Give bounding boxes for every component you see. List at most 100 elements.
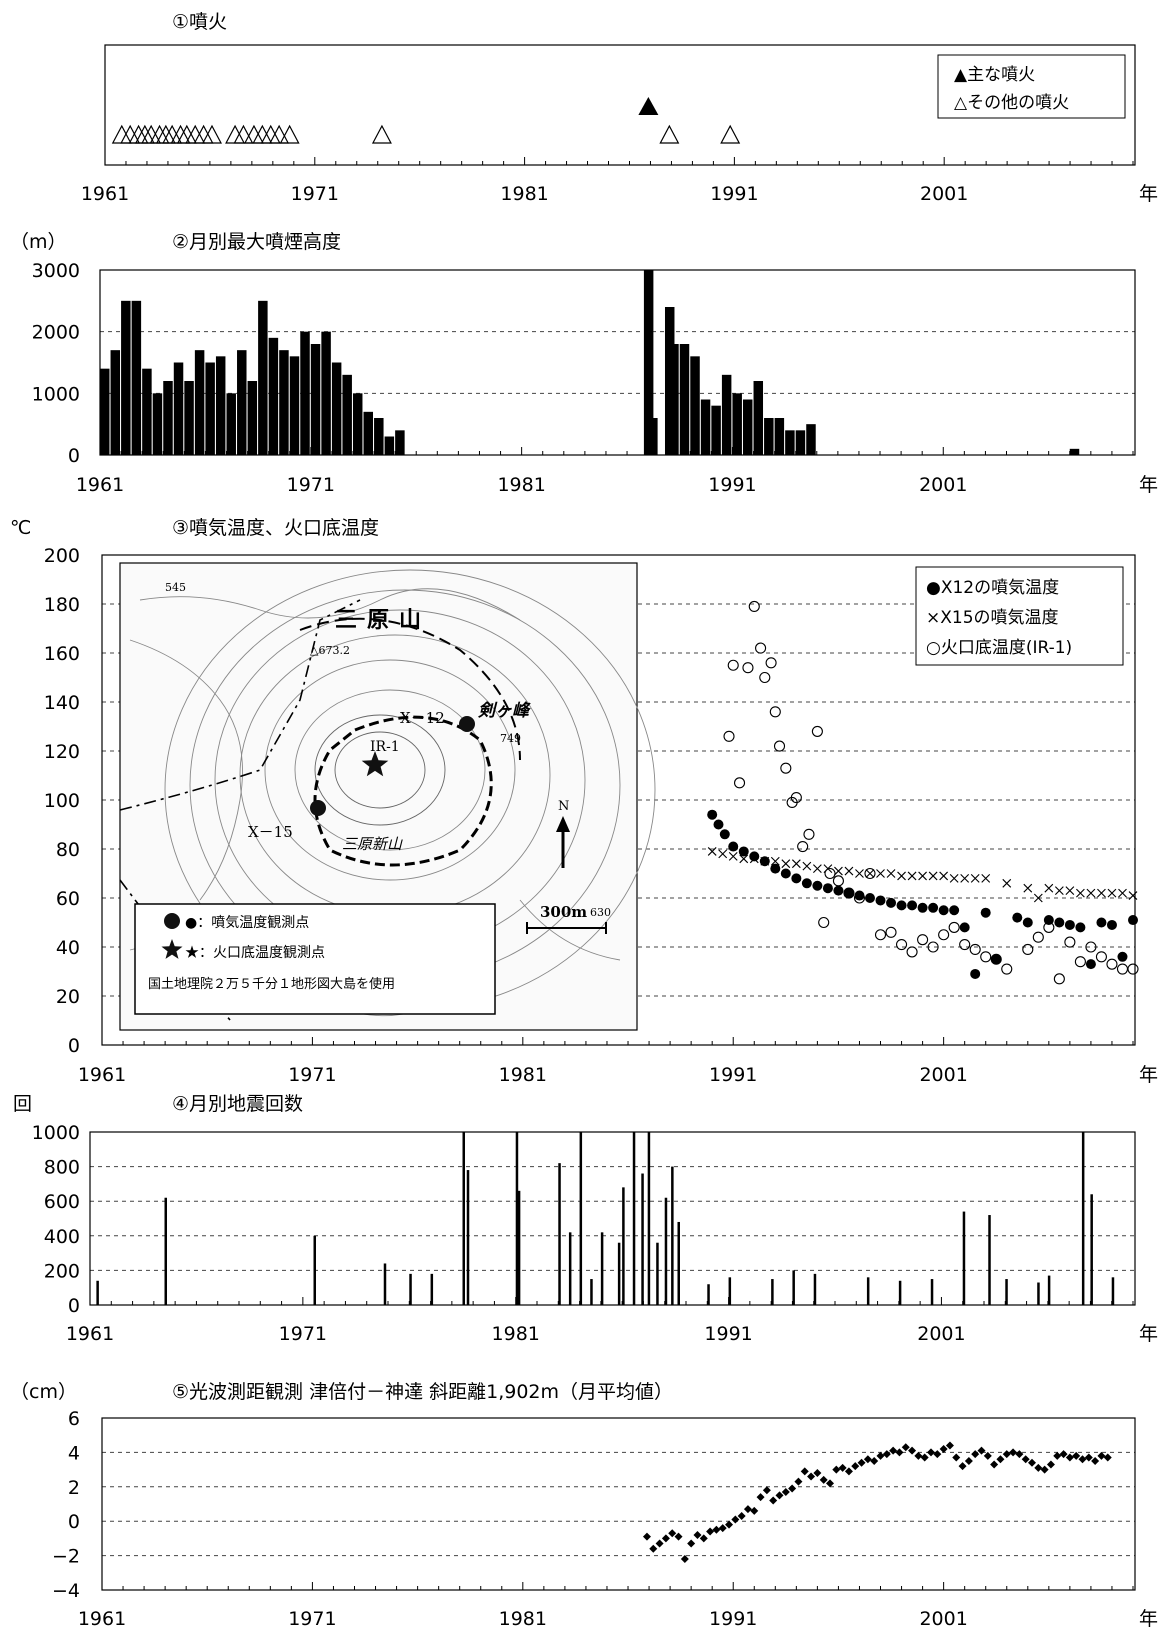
x15-temperature-point xyxy=(781,859,791,869)
ir1-temperature-point xyxy=(874,929,887,941)
edm-point xyxy=(914,1451,923,1460)
plume-y-tick-label: 2000 xyxy=(32,322,80,344)
ir1-star-marker xyxy=(361,751,389,777)
earthquake-bar xyxy=(930,1279,934,1305)
north-label: N xyxy=(558,799,569,814)
earthquakes-grid xyxy=(90,1166,1135,1271)
eruptions-x-tick-label: 1991 xyxy=(710,183,758,205)
earthquake-bar xyxy=(1090,1194,1093,1305)
temperature-y-tick-label: 100 xyxy=(44,790,80,812)
earthquakes-x-tick-label: 1981 xyxy=(492,1323,540,1345)
plume-bar xyxy=(289,356,300,455)
other-eruption-marker xyxy=(233,124,254,144)
edm-point xyxy=(939,1444,948,1453)
plume-bar xyxy=(785,430,795,455)
x15-temperature-point xyxy=(823,864,833,873)
edm-point xyxy=(807,1472,816,1481)
edm-point xyxy=(990,1460,999,1469)
edm-point xyxy=(927,1448,936,1457)
earthquake-bar xyxy=(558,1163,561,1305)
plume-bar xyxy=(237,350,247,455)
other-eruption-marker xyxy=(201,124,222,144)
edm-point xyxy=(908,1446,917,1455)
edm-point xyxy=(680,1555,689,1564)
earthquake-bar xyxy=(590,1279,593,1305)
panel-earthquakes: 回 ④月別地震回数 1000 800 600 400 200 0 1961 1971 1981… xyxy=(13,1093,1158,1345)
edm-point xyxy=(794,1477,803,1486)
earthquake-bar xyxy=(677,1221,680,1305)
edm-point xyxy=(737,1512,746,1521)
plume-x-tick-label: 1961 xyxy=(76,474,124,496)
earthquake-bar xyxy=(866,1277,870,1305)
x15-temperature-point xyxy=(949,874,959,883)
plume-bar xyxy=(1069,448,1080,455)
ir1-temperature-point xyxy=(727,659,739,671)
earthquakes-bars xyxy=(96,1132,1115,1305)
edm-point xyxy=(756,1493,765,1502)
legend-ir1: ○火口底温度(IR-1) xyxy=(926,638,1072,658)
plume-bar xyxy=(205,362,215,455)
x15-temperature-point xyxy=(1107,888,1117,898)
edm-point xyxy=(781,1487,790,1496)
edm-point xyxy=(1065,1453,1074,1462)
earthquake-bar xyxy=(1081,1132,1085,1305)
ir1-temperature-point xyxy=(917,934,929,946)
plume-bar xyxy=(194,350,205,455)
major-eruption-marker xyxy=(638,97,659,115)
x12-temperature-point xyxy=(1085,959,1096,970)
plume-x-tick-label: 2001 xyxy=(919,474,967,496)
other-eruption-marker xyxy=(720,124,741,144)
ir1-temperature-point xyxy=(733,777,746,789)
x15-temperature-point xyxy=(1128,891,1138,900)
edm-point xyxy=(1103,1453,1112,1462)
plume-bar xyxy=(753,381,764,455)
crater-rim xyxy=(313,715,493,867)
plume-bar xyxy=(300,331,310,455)
eruptions-x-tick-label: 1961 xyxy=(81,183,129,205)
plume-bar xyxy=(247,381,258,455)
plume-x-unit: 年 xyxy=(1139,474,1158,496)
earthquakes-x-tick-label: 1991 xyxy=(704,1323,752,1345)
x12-temperature-point xyxy=(907,900,918,911)
x12-temperature-point xyxy=(854,890,865,901)
earthquakes-y-tick-label: 1000 xyxy=(32,1122,80,1144)
x12-temperature-point xyxy=(864,893,875,903)
earthquakes-unit: 回 xyxy=(13,1093,32,1115)
x15-temperature-point xyxy=(812,864,822,873)
edm-point xyxy=(857,1458,866,1467)
map-label-mihara: 三原山 xyxy=(335,607,431,633)
eruptions-frame xyxy=(104,44,1136,166)
earthquakes-y-tick-label: 200 xyxy=(44,1260,80,1282)
edm-x-tick-label: 1961 xyxy=(78,1608,126,1630)
edm-point xyxy=(901,1443,910,1452)
x15-temperature-point xyxy=(1065,886,1075,896)
earthquake-bar xyxy=(579,1132,583,1305)
map-label-ir1: IR-1 xyxy=(370,739,400,755)
edm-point xyxy=(725,1520,734,1529)
plume-bar xyxy=(100,368,110,455)
ir1-temperature-point xyxy=(938,929,950,941)
x12-temperature-point xyxy=(970,968,981,979)
other-eruption-marker xyxy=(371,124,392,144)
caldera-line xyxy=(299,617,521,761)
edm-point xyxy=(958,1462,967,1471)
plume-bar xyxy=(690,356,700,455)
x15-temperature-point xyxy=(707,847,717,856)
edm-point xyxy=(800,1467,809,1476)
earthquakes-title: ④月別地震回数 xyxy=(172,1093,303,1115)
panel-edm: （cm） ⑤光波測距観測 津倍付－神達 斜距離1,902m（月平均値） 6420… xyxy=(10,1381,1158,1630)
plume-bars xyxy=(100,270,1080,455)
earthquake-bar xyxy=(164,1197,167,1305)
edm-point xyxy=(661,1534,670,1543)
x12-temperature-point xyxy=(719,829,730,840)
plume-y-tick-label: 1000 xyxy=(32,383,80,405)
earthquakes-x-axis: 1961 1971 1981 1991 2001 年 xyxy=(66,1297,1158,1345)
legend-major-eruption: ▲主な噴火 xyxy=(954,65,1035,85)
x12-temperature-point xyxy=(938,905,949,916)
plume-bar xyxy=(806,424,816,455)
x15-temperature-point xyxy=(739,854,749,864)
x15-temperature-point xyxy=(770,856,780,866)
plume-bar xyxy=(669,344,679,455)
ir1-temperature-point xyxy=(765,657,777,669)
ir1-temperature-point xyxy=(948,921,960,933)
